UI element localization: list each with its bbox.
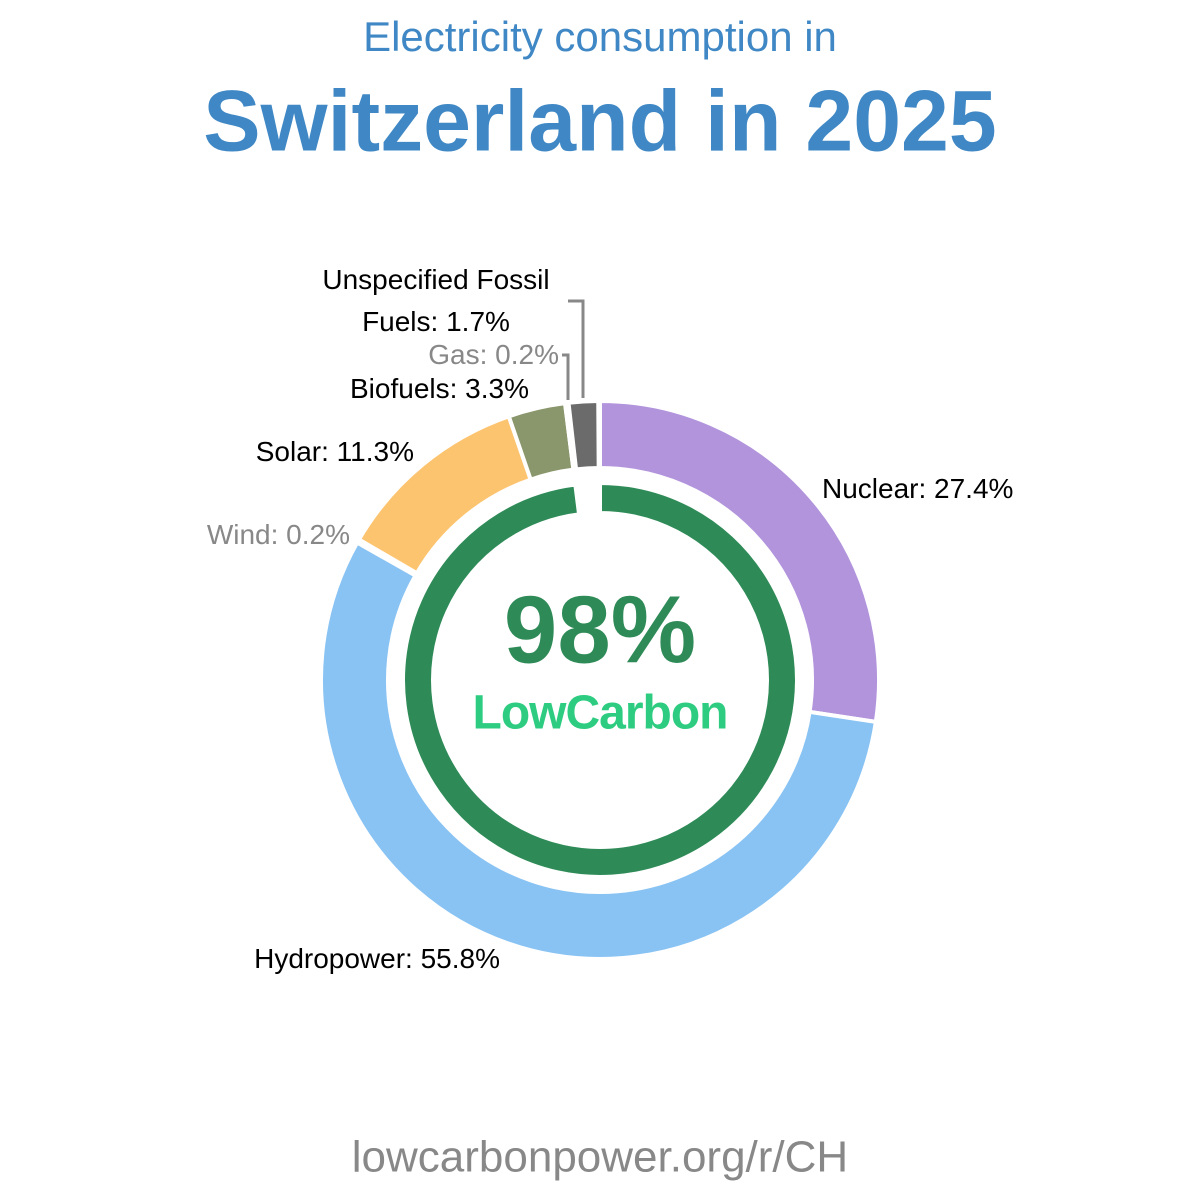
data-label: Unspecified Fossil Fuels: 1.7% <box>322 264 550 337</box>
donut-segment <box>319 539 879 961</box>
data-label: Solar: 11.3% <box>255 436 414 467</box>
footer: lowcarbonpower.org/r/CH <box>352 1133 848 1182</box>
leader-line <box>568 299 585 398</box>
chart-title: Electricity consumption in <box>363 13 837 60</box>
chart-subtitle: Switzerland in 2025 <box>203 74 996 170</box>
center-value: 98% <box>504 576 696 683</box>
brand: LowCarbon <box>473 687 728 740</box>
leader-line <box>562 353 570 400</box>
data-label: Gas: 0.2% <box>428 339 559 370</box>
data-label: Hydropower: 55.8% <box>254 943 500 974</box>
data-label: Wind: 0.2% <box>206 519 350 550</box>
low-carbon-ring <box>401 480 799 879</box>
data-label: Biofuels: 3.3% <box>350 373 529 404</box>
donut-segment <box>566 398 601 472</box>
data-label: Nuclear: 27.4% <box>822 473 1014 504</box>
